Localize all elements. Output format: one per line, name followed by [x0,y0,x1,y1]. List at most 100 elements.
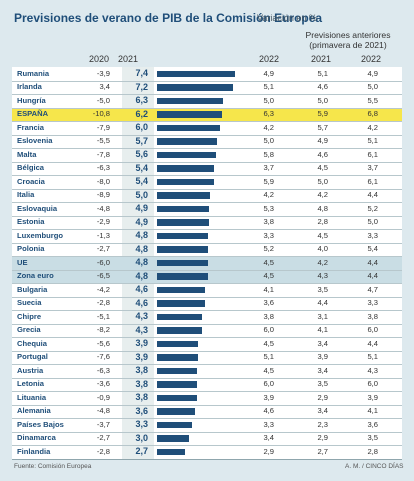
bar-2021 [157,205,209,212]
value-2020: -7,9 [96,122,110,132]
value-prev-2022: 3,5 [367,433,378,443]
row-divider [12,283,402,284]
value-2020: -6,3 [96,163,110,173]
country-label: Hungría [17,95,46,105]
row-divider [12,121,402,122]
row-divider [12,202,402,203]
bar-2021 [157,178,214,185]
value-2020: -3,9 [96,68,110,78]
value-2021: 7,2 [135,81,148,92]
value-2020: -2,8 [96,298,110,308]
value-prev-2021: 4,8 [317,203,328,213]
previous-forecasts-header-line2: (primavera de 2021) [309,40,387,50]
value-2020: -7,6 [96,352,110,362]
value-2021: 2,7 [135,446,148,457]
bar-2021 [157,408,195,415]
value-2022: 4,5 [263,271,274,281]
value-2021: 4,6 [135,284,148,295]
value-2022: 4,6 [263,406,274,416]
value-prev-2022: 6,1 [367,176,378,186]
value-2021: 6,0 [135,122,148,133]
value-prev-2022: 3,6 [367,419,378,429]
value-prev-2022: 6,0 [367,379,378,389]
row-divider [12,431,402,433]
value-prev-2022: 3,8 [367,311,378,321]
value-2022: 3,7 [263,163,274,173]
table-bottom-rule [12,458,402,460]
country-label: Austria [17,365,44,375]
country-label: Chequia [17,338,47,348]
value-2021: 7,4 [135,68,148,79]
value-2021: 4,3 [135,324,148,335]
value-2020: -7,8 [96,149,110,159]
value-2020: -6,3 [96,365,110,375]
value-2020: -5,0 [96,95,110,105]
bar-2021 [157,354,199,361]
bar-2021 [157,381,198,388]
value-prev-2022: 2,8 [367,446,378,456]
value-2020: -5,6 [96,338,110,348]
value-2022: 5,1 [263,82,274,92]
row-divider [12,296,402,298]
value-prev-2022: 5,0 [367,82,378,92]
bar-2021 [157,300,206,307]
country-label: Eslovaquia [17,203,58,213]
chart-subtitle: Variación en % [257,13,317,23]
bar-2021 [157,340,199,347]
value-prev-2022: 4,9 [367,68,378,78]
value-2022: 4,5 [263,338,274,348]
value-prev-2021: 3,4 [317,338,328,348]
row-divider [12,364,402,365]
value-2021: 4,9 [135,203,148,214]
value-2021: 3,9 [135,351,148,362]
country-label: Irlanda [17,82,42,92]
value-2020: -10,8 [92,109,110,119]
country-label: Francia [17,122,45,132]
country-label: Letonia [17,379,45,389]
value-2022: 5,1 [263,352,274,362]
value-2020: -8,9 [96,190,110,200]
value-2022: 5,2 [263,244,274,254]
country-label: Croacia [17,176,45,186]
row-divider [12,418,402,419]
row-divider [12,161,402,163]
value-2020: -3,6 [96,379,110,389]
col-header-2022: 2022 [259,54,280,64]
value-2021: 3,8 [135,365,148,376]
value-2022: 5,3 [263,203,274,213]
value-2020: -1,3 [96,230,110,240]
value-2022: 4,9 [263,68,274,78]
value-2022: 3,9 [263,392,274,402]
value-2022: 5,0 [263,95,274,105]
value-prev-2022: 5,1 [367,352,378,362]
row-divider [12,323,402,325]
bar-2021 [157,327,203,334]
country-label: Dinamarca [17,433,56,443]
bar-2021 [157,111,223,118]
bar-2021 [157,448,186,455]
value-prev-2022: 5,1 [367,136,378,146]
value-2022: 6,0 [263,325,274,335]
value-prev-2022: 3,7 [367,163,378,173]
value-prev-2022: 6,1 [367,149,378,159]
value-prev-2021: 3,4 [317,365,328,375]
value-prev-2021: 5,0 [317,176,328,186]
value-prev-2021: 2,8 [317,217,328,227]
country-label: Italia [17,190,35,200]
row-divider [12,94,402,95]
row-divider [12,391,402,392]
value-2021: 4,3 [135,311,148,322]
value-2021: 4,8 [135,243,148,254]
row-divider [12,188,402,190]
value-prev-2021: 5,7 [317,122,328,132]
value-prev-2021: 4,3 [317,271,328,281]
value-prev-2021: 3,5 [317,284,328,294]
row-divider [12,229,402,230]
bar-2021 [157,192,210,199]
value-2021: 5,4 [135,176,148,187]
value-prev-2021: 4,5 [317,230,328,240]
bar-2021 [157,138,218,145]
value-2021: 4,9 [135,216,148,227]
value-2020: -3,7 [96,419,110,429]
value-prev-2022: 3,9 [367,392,378,402]
